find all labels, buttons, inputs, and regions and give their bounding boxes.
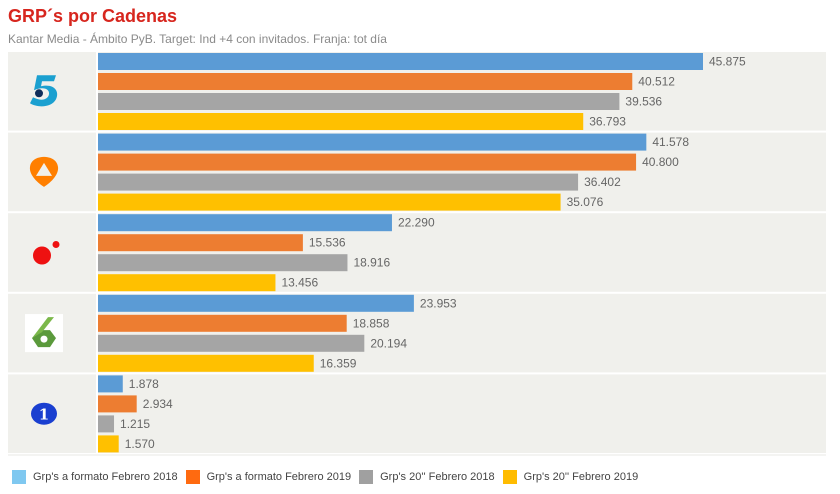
bar[interactable] bbox=[98, 415, 115, 433]
bar-value-label: 40.512 bbox=[638, 75, 675, 89]
chart-subtitle: Kantar Media - Ámbito PyB. Target: Ind +… bbox=[8, 32, 387, 46]
bar-value-label: 16.359 bbox=[320, 356, 357, 370]
bar[interactable] bbox=[98, 274, 276, 292]
legend-item[interactable]: Grp's 20'' Febrero 2019 bbox=[502, 470, 639, 484]
telecinco-logo-icon bbox=[30, 75, 58, 107]
bar-value-label: 2.934 bbox=[143, 397, 173, 411]
bar[interactable] bbox=[98, 395, 137, 413]
bar[interactable] bbox=[98, 73, 633, 90]
bar-value-label: 18.858 bbox=[353, 316, 390, 330]
bar[interactable] bbox=[98, 435, 119, 453]
legend-label: Grp's 20'' Febrero 2019 bbox=[523, 471, 639, 483]
legend-swatch bbox=[502, 470, 517, 484]
legend-item[interactable]: Grp's 20'' Febrero 2018 bbox=[359, 470, 495, 484]
bar[interactable] bbox=[98, 133, 647, 151]
lasexta-logo-icon bbox=[25, 314, 63, 353]
bar-value-label: 18.916 bbox=[353, 256, 390, 270]
svg-text:1: 1 bbox=[39, 406, 49, 424]
bar[interactable] bbox=[98, 254, 348, 272]
legend-label: Grp's 20'' Febrero 2018 bbox=[380, 471, 495, 483]
legend-label: Grp's a formato Febrero 2019 bbox=[206, 471, 352, 483]
bar[interactable] bbox=[98, 334, 365, 352]
bar-value-label: 22.290 bbox=[398, 216, 435, 230]
bar-value-label: 1.215 bbox=[120, 417, 150, 431]
bar[interactable] bbox=[98, 294, 414, 312]
bar[interactable] bbox=[98, 234, 303, 252]
bar-value-label: 20.194 bbox=[370, 336, 407, 350]
bar[interactable] bbox=[98, 375, 123, 393]
bar-value-label: 39.536 bbox=[625, 95, 662, 109]
legend-label: Grp's a formato Febrero 2018 bbox=[33, 471, 178, 483]
legend-item[interactable]: Grp's a formato Febrero 2018 bbox=[12, 470, 178, 484]
la1-logo-icon: 1 bbox=[31, 402, 57, 425]
legend-swatch bbox=[359, 470, 374, 484]
bar-value-label: 1.570 bbox=[125, 437, 155, 451]
bar[interactable] bbox=[98, 153, 637, 171]
chart-title: GRP´s por Cadenas bbox=[8, 6, 178, 26]
bar[interactable] bbox=[98, 354, 314, 372]
legend-swatch bbox=[12, 470, 26, 484]
bar-value-label: 13.456 bbox=[281, 276, 318, 290]
bar[interactable] bbox=[98, 93, 620, 110]
bar-value-label: 35.076 bbox=[567, 195, 604, 209]
bar[interactable] bbox=[98, 173, 579, 191]
bar[interactable] bbox=[98, 214, 392, 232]
bar-value-label: 41.578 bbox=[652, 135, 689, 149]
legend-swatch bbox=[185, 470, 200, 484]
bar[interactable] bbox=[98, 53, 703, 70]
bar-value-label: 40.800 bbox=[642, 155, 679, 169]
bar-value-label: 15.536 bbox=[309, 236, 346, 250]
bar[interactable] bbox=[98, 113, 584, 130]
bar-value-label: 36.402 bbox=[584, 175, 621, 189]
bar-value-label: 1.878 bbox=[129, 377, 159, 391]
legend-item[interactable]: Grp's a formato Febrero 2019 bbox=[185, 470, 352, 484]
category-logo-panel bbox=[8, 213, 96, 292]
bar-value-label: 23.953 bbox=[420, 296, 457, 310]
bar[interactable] bbox=[98, 314, 347, 332]
legend: Grp's a formato Febrero 2018 Grp's a for… bbox=[12, 470, 646, 484]
bar-value-label: 45.875 bbox=[709, 55, 746, 69]
category-bars-panel bbox=[98, 374, 826, 453]
antena3-logo-icon bbox=[29, 156, 59, 187]
bar[interactable] bbox=[98, 193, 561, 211]
cuatro-logo-icon bbox=[33, 241, 60, 265]
bar-value-label: 36.793 bbox=[589, 115, 626, 129]
